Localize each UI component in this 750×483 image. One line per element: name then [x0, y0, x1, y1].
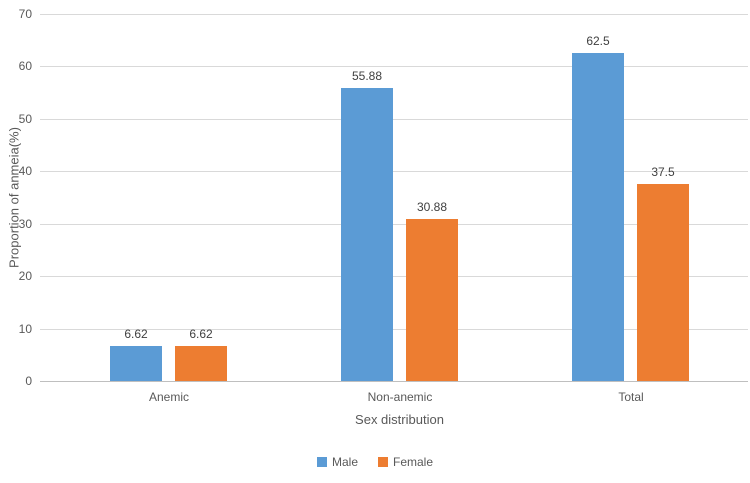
data-label: 30.88 — [416, 200, 448, 214]
gridline — [40, 224, 748, 225]
male-legend-label: Male — [331, 455, 358, 469]
y-axis-title: Proportion of anmeia(%) — [6, 127, 22, 268]
y-tick-label: 50 — [18, 112, 32, 126]
male-bar-anemic — [110, 346, 162, 381]
y-tick-label: 60 — [18, 59, 32, 73]
gridline — [40, 66, 748, 67]
data-label: 6.62 — [189, 327, 213, 341]
legend: Male Female — [0, 455, 750, 469]
legend-item-male: Male — [316, 455, 358, 469]
x-category-label: Anemic — [148, 390, 189, 404]
x-category-label: Total — [618, 390, 644, 404]
gridline — [40, 14, 748, 15]
female-bar-total — [637, 184, 689, 381]
data-label: 6.62 — [124, 327, 148, 341]
gridline — [40, 119, 748, 120]
male-bar-total — [572, 53, 624, 381]
legend-item-female: Female — [378, 455, 433, 469]
y-tick-label: 10 — [18, 322, 32, 336]
male-series-swatch-icon — [316, 457, 327, 467]
x-axis-title: Sex distribution — [355, 412, 444, 427]
x-category-label: Non-anemic — [367, 390, 433, 404]
gridline — [40, 276, 748, 277]
data-label: 37.5 — [651, 165, 675, 179]
y-tick-label: 40 — [18, 164, 32, 178]
male-bar-non-anemic — [341, 88, 393, 381]
gridline — [40, 171, 748, 172]
y-tick-label: 70 — [18, 7, 32, 21]
x-axis-line — [40, 381, 748, 382]
gridline — [40, 329, 748, 330]
female-bar-non-anemic — [406, 219, 458, 381]
y-tick-label: 0 — [25, 374, 32, 388]
y-tick-label: 20 — [18, 269, 32, 283]
data-label: 62.5 — [586, 34, 610, 48]
female-series-swatch-icon — [378, 457, 388, 467]
y-tick-label: 30 — [18, 217, 32, 231]
female-bar-anemic — [175, 346, 227, 381]
female-legend-label: Female — [393, 455, 434, 469]
data-label: 55.88 — [351, 69, 383, 83]
